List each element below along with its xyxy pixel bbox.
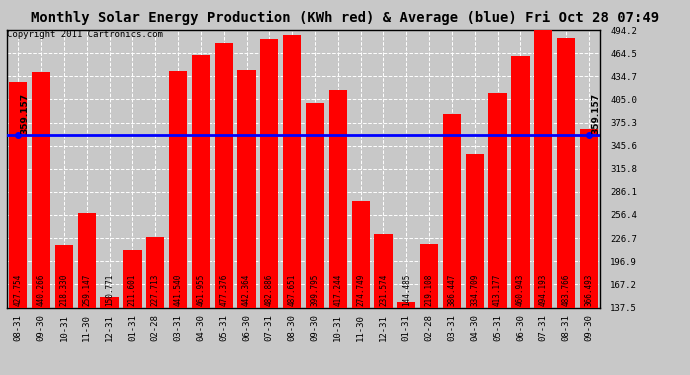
Text: 219.108: 219.108 — [424, 274, 433, 306]
Bar — [169, 71, 187, 308]
Bar — [283, 35, 302, 308]
Text: 359.157: 359.157 — [591, 92, 600, 134]
Text: 366.493: 366.493 — [584, 274, 593, 306]
Text: 399.795: 399.795 — [310, 274, 319, 306]
Text: 413.177: 413.177 — [493, 274, 502, 306]
Bar — [9, 82, 28, 308]
Bar — [328, 90, 347, 308]
Bar — [375, 234, 393, 308]
Text: 442.364: 442.364 — [242, 274, 251, 306]
Text: 460.943: 460.943 — [516, 274, 525, 306]
Text: 334.709: 334.709 — [471, 274, 480, 306]
Bar — [78, 213, 96, 308]
Bar — [237, 70, 256, 308]
Bar — [557, 38, 575, 308]
Text: 386.447: 386.447 — [447, 274, 457, 306]
Text: 483.766: 483.766 — [562, 274, 571, 306]
Bar — [32, 72, 50, 308]
Bar — [466, 154, 484, 308]
Text: 218.330: 218.330 — [59, 274, 68, 306]
Text: 417.244: 417.244 — [333, 274, 342, 306]
Bar — [215, 43, 233, 308]
Bar — [124, 250, 141, 308]
Text: Monthly Solar Energy Production (KWh red) & Average (blue) Fri Oct 28 07:49: Monthly Solar Energy Production (KWh red… — [31, 11, 659, 26]
Bar — [260, 39, 279, 308]
Text: 359.157: 359.157 — [21, 92, 30, 134]
Bar — [146, 237, 164, 308]
Text: 259.147: 259.147 — [82, 274, 91, 306]
Bar — [420, 244, 438, 308]
Bar — [580, 129, 598, 308]
Text: Copyright 2011 Cartronics.com: Copyright 2011 Cartronics.com — [7, 30, 163, 39]
Text: 274.749: 274.749 — [356, 274, 365, 306]
Bar — [101, 297, 119, 307]
Text: 144.485: 144.485 — [402, 274, 411, 306]
Bar — [511, 56, 529, 308]
Text: 150.771: 150.771 — [105, 274, 114, 306]
Bar — [534, 30, 553, 308]
Text: 441.540: 441.540 — [174, 274, 183, 306]
Text: 482.886: 482.886 — [265, 274, 274, 306]
Bar — [192, 55, 210, 308]
Text: 477.376: 477.376 — [219, 274, 228, 306]
Bar — [397, 302, 415, 307]
Text: 494.193: 494.193 — [539, 274, 548, 306]
Text: 227.713: 227.713 — [150, 274, 160, 306]
Bar — [489, 93, 506, 308]
Text: 461.955: 461.955 — [197, 274, 206, 306]
Text: 211.601: 211.601 — [128, 274, 137, 306]
Bar — [351, 201, 370, 308]
Text: 427.754: 427.754 — [14, 274, 23, 306]
Text: 231.574: 231.574 — [379, 274, 388, 306]
Bar — [306, 104, 324, 308]
Text: 487.651: 487.651 — [288, 274, 297, 306]
Text: 440.266: 440.266 — [37, 274, 46, 306]
Bar — [443, 114, 461, 308]
Bar — [55, 244, 73, 308]
